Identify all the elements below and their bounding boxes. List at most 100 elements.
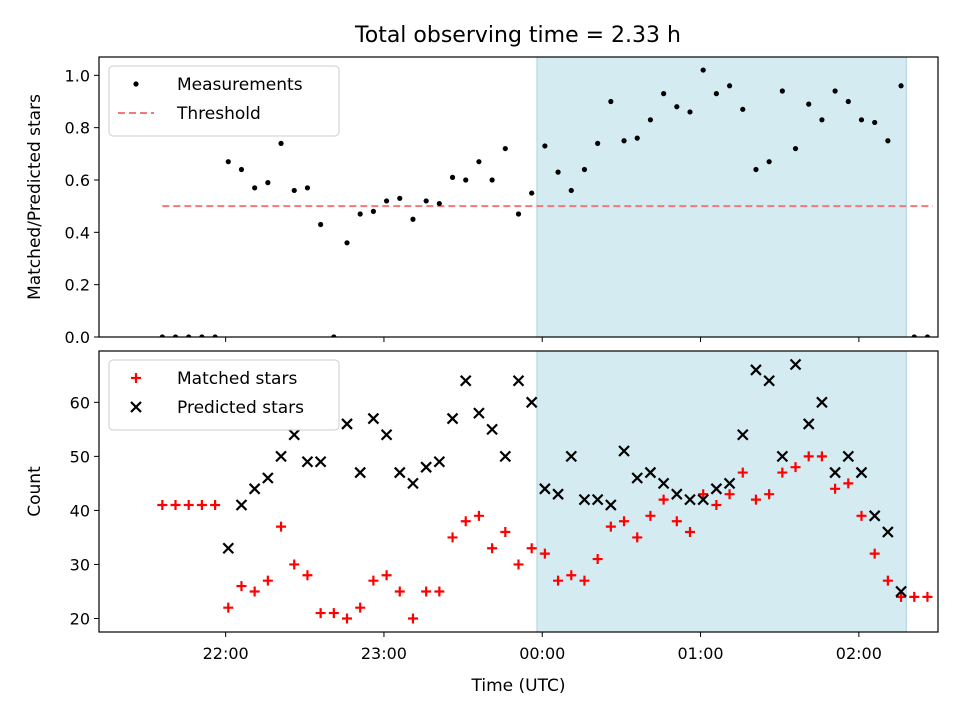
data-point	[829, 466, 841, 479]
data-point	[223, 602, 234, 613]
legend-label: Measurements	[177, 75, 303, 95]
x-tick-label: 01:00	[677, 644, 723, 663]
data-point	[647, 117, 654, 123]
data-point	[806, 101, 812, 107]
data-point	[473, 510, 484, 521]
data-point	[632, 532, 643, 543]
data-point	[420, 461, 432, 473]
data-point	[304, 185, 311, 191]
data-point	[368, 575, 379, 586]
x-tick-label: 22:00	[203, 644, 249, 663]
y-axis-label: Count	[25, 466, 45, 517]
data-point	[816, 451, 827, 462]
data-point	[423, 198, 429, 204]
data-point	[634, 135, 640, 141]
data-point	[367, 412, 380, 425]
data-point	[289, 559, 300, 570]
data-point	[265, 180, 271, 186]
data-point	[449, 174, 456, 180]
data-point	[552, 488, 564, 500]
y-tick-label: 0.2	[65, 276, 90, 295]
data-point	[500, 527, 511, 538]
data-point	[381, 570, 392, 581]
y-tick-label: 0.0	[65, 328, 90, 347]
series-predicted-stars	[222, 358, 907, 598]
data-point	[896, 591, 907, 602]
data-point	[486, 423, 498, 436]
data-point	[314, 456, 327, 468]
data-point	[882, 575, 893, 586]
legend: Measurements Threshold	[108, 65, 340, 137]
chart-title: Total observing time = 2.33 h	[354, 23, 681, 48]
data-point	[687, 109, 693, 115]
data-point	[779, 88, 785, 94]
data-point	[592, 554, 603, 565]
data-point	[186, 334, 192, 337]
data-point	[525, 396, 538, 409]
data-point	[631, 472, 644, 484]
data-point	[291, 187, 297, 194]
legend-label: Matched stars	[177, 369, 297, 389]
data-point	[238, 166, 245, 173]
data-point	[236, 581, 247, 592]
data-point	[674, 104, 680, 110]
data-point	[249, 586, 260, 597]
data-point	[410, 216, 416, 222]
data-point	[842, 450, 855, 463]
data-point	[898, 83, 904, 89]
data-point	[766, 159, 772, 165]
data-point	[159, 334, 165, 337]
data-point	[170, 500, 181, 511]
data-point	[357, 211, 363, 217]
data-point	[502, 145, 508, 152]
data-point	[407, 477, 419, 490]
data-point	[539, 483, 551, 495]
data-point	[750, 494, 761, 505]
legend-marker	[130, 401, 142, 413]
data-point	[434, 586, 445, 597]
data-point	[723, 477, 736, 490]
data-point	[684, 527, 695, 538]
data-point	[736, 428, 749, 441]
data-point	[621, 138, 627, 144]
legend-marker	[131, 373, 141, 383]
data-point	[608, 98, 614, 105]
data-point	[383, 198, 390, 204]
y-tick-label: 30	[70, 555, 90, 574]
data-point	[855, 466, 868, 479]
data-point	[872, 119, 878, 126]
data-point	[619, 516, 630, 527]
data-point	[288, 428, 301, 441]
data-point	[355, 602, 366, 613]
data-point	[830, 483, 841, 494]
data-point	[199, 334, 205, 337]
data-point	[726, 83, 733, 89]
data-point	[740, 106, 746, 112]
data-point	[753, 166, 759, 173]
data-point	[278, 140, 284, 146]
data-point	[459, 374, 472, 387]
data-point	[183, 500, 194, 511]
data-point	[803, 451, 814, 462]
data-point	[447, 532, 458, 543]
data-point	[235, 499, 248, 511]
data-point	[671, 516, 682, 527]
data-point	[868, 510, 881, 522]
data-point	[566, 570, 577, 581]
data-point	[737, 467, 748, 478]
data-point	[645, 510, 656, 521]
data-point	[370, 208, 376, 214]
data-point	[909, 591, 920, 602]
data-point	[262, 472, 274, 484]
data-point	[885, 138, 891, 144]
data-point	[764, 489, 775, 500]
data-point	[924, 334, 931, 337]
data-point	[210, 500, 221, 511]
series-measurements	[159, 67, 931, 337]
data-point	[526, 543, 537, 554]
data-point	[763, 374, 775, 387]
data-point	[248, 483, 261, 495]
data-point	[618, 445, 630, 457]
data-point	[790, 462, 801, 473]
